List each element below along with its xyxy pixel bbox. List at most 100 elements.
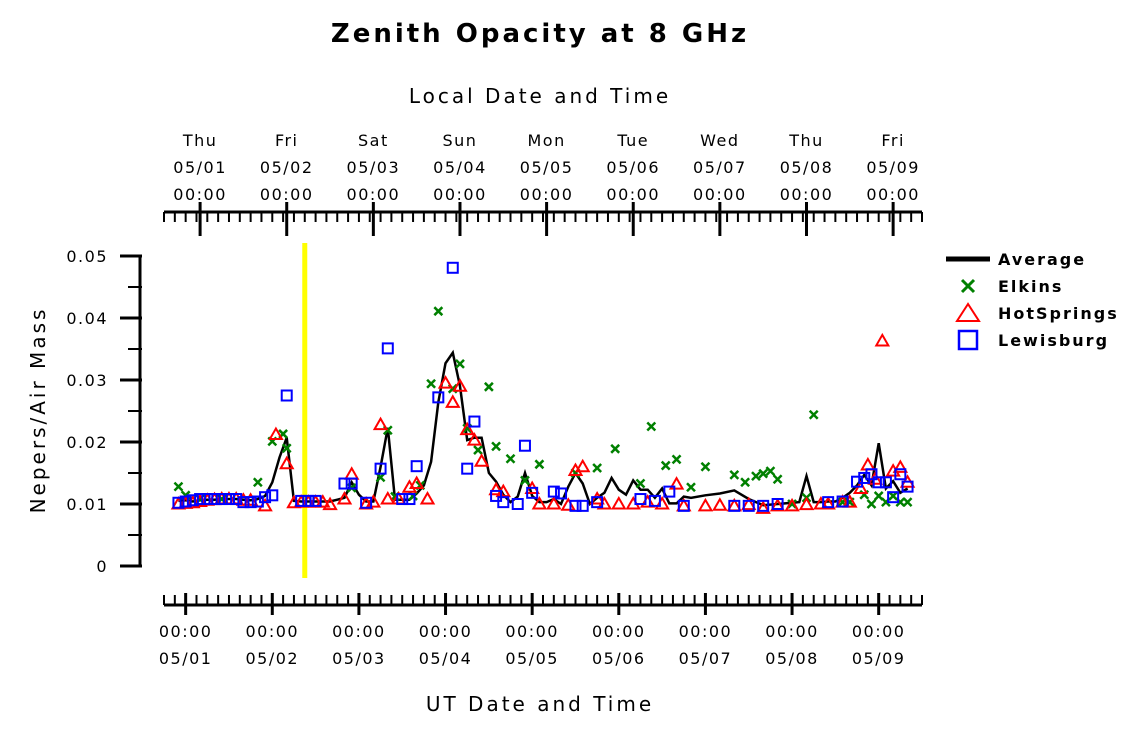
hotsprings-point [343, 466, 360, 480]
lewisburg-point [461, 462, 474, 475]
lewisburg-point [295, 494, 308, 507]
elkins-point [635, 478, 646, 489]
y-axis-title: Nepers/Air Mass [26, 307, 50, 514]
lewisburg-point [215, 493, 228, 506]
top-tick-time-label: 00:00 [780, 185, 834, 204]
lewisburg-point [374, 462, 387, 475]
lewisburg-point [901, 480, 914, 493]
top-tick-time-label: 00:00 [520, 185, 574, 204]
lewisburg-point [555, 487, 568, 500]
elkins-point [902, 497, 913, 508]
lewisburg-point [858, 471, 871, 484]
elkins-point [426, 378, 436, 389]
lewisburg-point [757, 499, 770, 512]
hotsprings-point [466, 432, 483, 446]
bottom-tick-date-label: 05/05 [505, 649, 559, 668]
elkins-point [592, 463, 603, 473]
elkins-point [173, 481, 184, 492]
lewisburg-point [172, 496, 185, 509]
top-tick-date-label: 05/08 [780, 158, 834, 177]
elkins-point [671, 454, 682, 465]
top-tick-day-label: Wed [700, 131, 739, 150]
elkins-point [483, 381, 494, 392]
legend-item-average: Average [946, 250, 1084, 269]
bottom-tick-date-label: 05/06 [592, 649, 646, 668]
lewisburg-point [851, 475, 864, 488]
lewisburg-point [663, 485, 676, 498]
bottom-tick-date-label: 05/01 [159, 649, 213, 668]
bottom-tick-date-label: 05/02 [245, 649, 299, 668]
lewisburg-point [648, 494, 661, 507]
bottom-tick-date-label: 05/08 [765, 649, 819, 668]
legend-label: Lewisburg [998, 331, 1109, 350]
lewisburg-point [872, 476, 885, 489]
hotsprings-point [741, 496, 757, 511]
hotsprings-point [892, 459, 909, 473]
top-tick-time-label: 00:00 [260, 185, 314, 204]
bottom-tick-time-label: 00:00 [159, 622, 213, 641]
bottom-tick-time-label: 00:00 [332, 622, 386, 641]
elkins-point [740, 477, 751, 488]
lewisburg-point [576, 499, 589, 512]
y-tick-label: 0 [96, 557, 108, 576]
legend: Average Elkins HotSprings Lewisburg [946, 250, 1119, 351]
lewisburg-point [244, 496, 257, 509]
lewisburg-point [547, 485, 560, 498]
hotsprings-point [279, 455, 295, 470]
top-tick-date-label: 05/04 [433, 158, 487, 177]
hotsprings-point [268, 426, 284, 441]
top-tick-date-label: 05/06 [606, 158, 660, 177]
chart-title: Zenith Opacity at 8 GHz [331, 19, 749, 49]
hotsprings-point [459, 421, 475, 436]
y-axis: 0 0.01 0.02 0.03 0.04 0.05 [66, 247, 142, 576]
top-tick-day-label: Tue [616, 131, 649, 150]
hotsprings-point [488, 481, 504, 496]
lewisburg-point [222, 493, 235, 506]
lewisburg-point [634, 493, 647, 506]
hotsprings-point [712, 497, 728, 511]
hotsprings-point [668, 476, 685, 490]
lewisburg-point [822, 496, 835, 509]
top-tick-date-label: 05/05 [520, 158, 574, 177]
lewisburg-point [677, 499, 690, 512]
elkins-point [455, 358, 465, 369]
bottom-tick-date-label: 05/09 [852, 649, 906, 668]
top-tick-day-label: Sun [443, 131, 478, 150]
hotsprings-point [697, 497, 714, 512]
lewisburg-point [360, 496, 373, 509]
series-layer [170, 261, 916, 514]
lewisburg-point [446, 261, 459, 274]
legend-label: Elkins [998, 277, 1063, 296]
lewisburg-point [186, 494, 199, 507]
lewisburg-point [179, 495, 192, 508]
lewisburg-point [230, 493, 243, 506]
lewisburg-point [836, 495, 849, 508]
top-axis: Thu 05/01 00:00 Fri 05/02 00:00 Sat 05/03 00:00 S… [163, 131, 923, 236]
bottom-tick-time-label: 00:00 [852, 622, 906, 641]
hotsprings-point [798, 496, 815, 511]
hotsprings-point [611, 495, 627, 510]
y-tick-label: 0.04 [66, 309, 108, 328]
bottom-tick-time-label: 00:00 [505, 622, 559, 641]
hotsprings-point [589, 491, 605, 505]
lewisburg-point [396, 493, 409, 506]
bottom-tick-date-label: 05/07 [679, 649, 733, 668]
hotsprings-point [852, 480, 869, 494]
lewisburg-point [887, 491, 900, 504]
top-axis-title: Local Date and Time [409, 84, 671, 108]
hotsprings-point [531, 495, 548, 510]
legend-item-lewisburg: Lewisburg [957, 329, 1109, 351]
legend-item-elkins: Elkins [960, 277, 1063, 296]
top-tick-day-label: Fri [275, 131, 299, 150]
top-tick-date-label: 05/09 [866, 158, 920, 177]
lewisburg-point [381, 342, 394, 355]
top-tick-day-label: Fri [881, 131, 905, 150]
y-tick-label: 0.01 [66, 495, 108, 514]
lewisburg-point [201, 493, 214, 506]
series-average [178, 349, 909, 507]
legend-label: HotSprings [998, 304, 1119, 323]
elkins-point [520, 475, 530, 486]
elkins-point [473, 445, 483, 455]
elkins-point [866, 499, 877, 509]
elkins-point [433, 306, 444, 317]
